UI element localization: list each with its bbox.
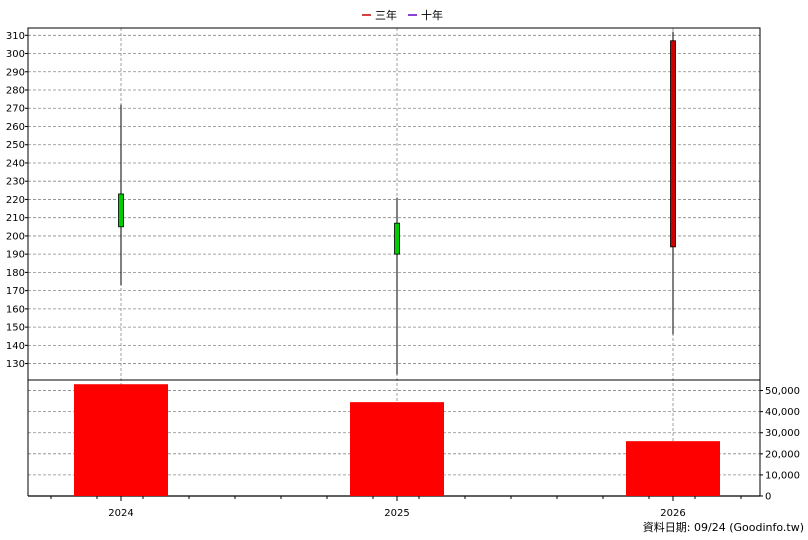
volume-axis-ticks: 0 10,000 20,000 30,000 40,000 50,000 [760,386,800,503]
price-tick-label: 150 [6,323,25,334]
candle-body-2024 [118,193,124,228]
price-tick-label: 140 [6,341,25,352]
price-tick-label: 270 [6,104,25,115]
volume-tick-label: 40,000 [765,407,800,418]
volume-bar-2026 [626,441,720,496]
price-panel-frame [27,27,761,381]
candles [118,31,676,375]
x-axis-ticks: 2024 2025 2026 [108,496,686,519]
volume-tick-label: 30,000 [765,428,800,439]
price-tick-label: 310 [6,31,25,42]
x-tick-label-2025: 2025 [384,508,409,519]
price-tick-label: 170 [6,286,25,297]
candle-body-2025 [394,222,400,255]
volume-tick-label: 20,000 [765,449,800,460]
price-tick-label: 220 [6,195,25,206]
volume-bar-2024 [74,384,168,496]
price-tick-label: 190 [6,250,25,261]
footer-source-text: 資料日期: 09/24 (Goodinfo.tw) [643,520,804,534]
price-tick-label: 280 [6,86,25,97]
candle-body-2026 [670,40,676,248]
legend: 三年 十年 [362,8,443,22]
price-tick-label: 250 [6,140,25,151]
price-tick-label: 300 [6,49,25,60]
price-tick-label: 160 [6,304,25,315]
x-tick-label-2026: 2026 [660,508,685,519]
price-tick-label: 130 [6,359,25,370]
legend-label-0: 三年 [375,8,397,22]
price-axis-ticks: 130 140 150 160 170 180 190 200 210 220 230 240 250 2… [6,31,28,370]
volume-tick-label: 10,000 [765,470,800,481]
volume-tick-label: 50,000 [765,386,800,397]
price-tick-label: 230 [6,177,25,188]
price-tick-label: 200 [6,231,25,242]
legend-label-1: 十年 [421,8,443,22]
volume-bars [74,384,720,496]
price-tick-label: 260 [6,122,25,133]
price-tick-label: 290 [6,67,25,78]
price-tick-label: 210 [6,213,25,224]
price-tick-label: 240 [6,158,25,169]
volume-bar-2025 [350,402,444,496]
price-tick-label: 180 [6,268,25,279]
x-tick-label-2024: 2024 [108,508,133,519]
volume-tick-label: 0 [765,492,771,503]
